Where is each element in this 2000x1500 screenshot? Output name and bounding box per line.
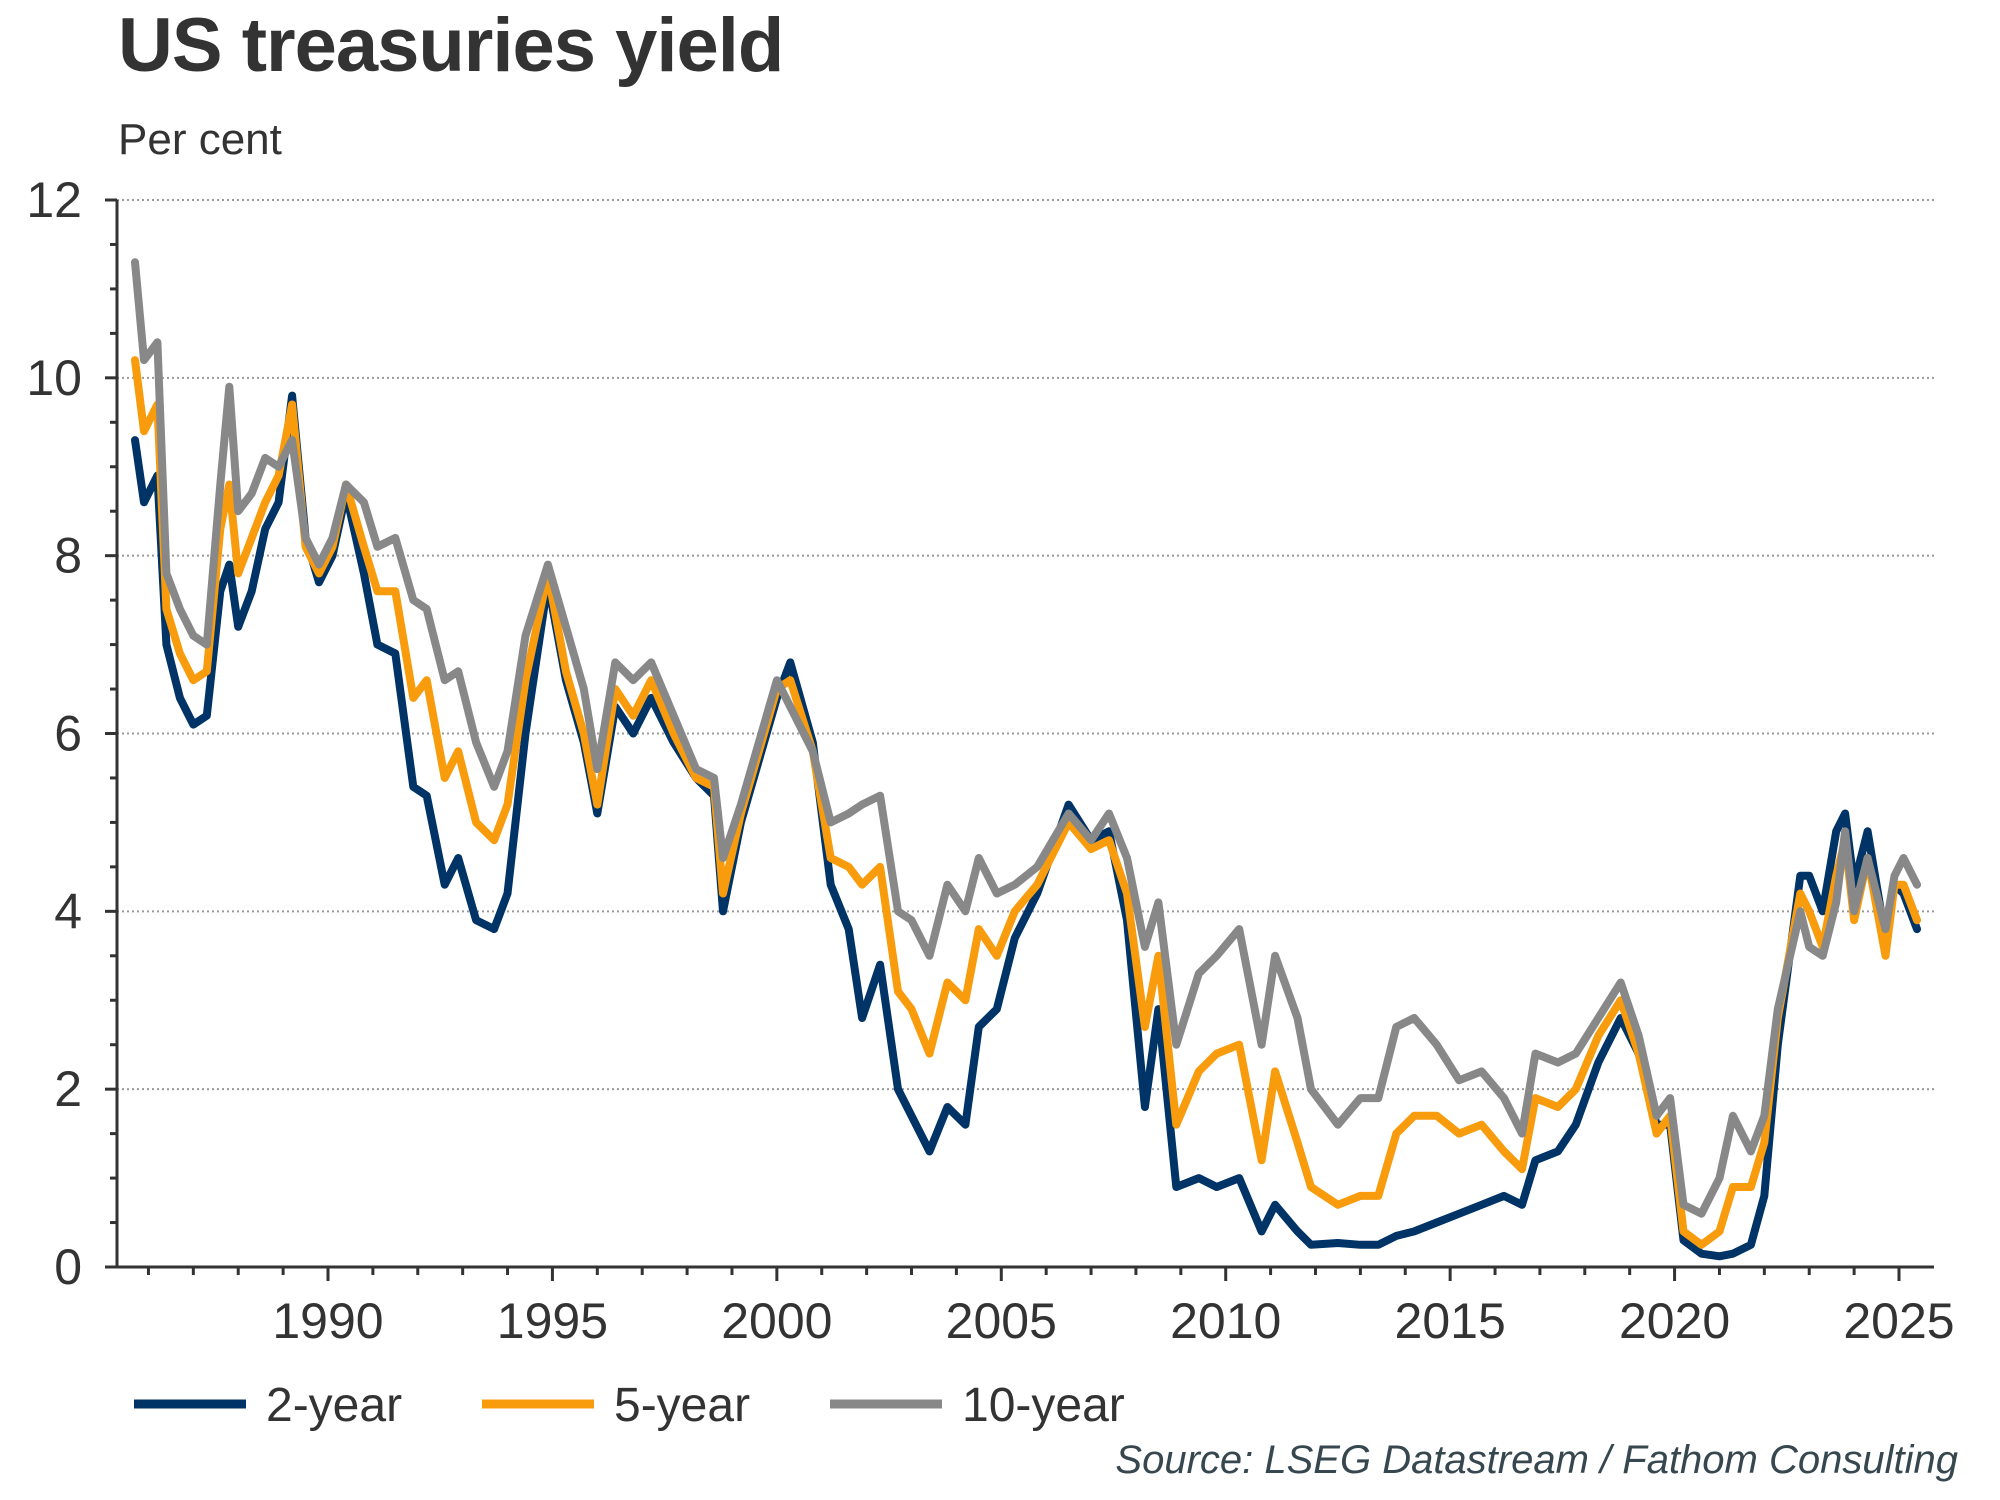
x-tick-label: 2015 <box>1395 1293 1506 1349</box>
series-line-5-year <box>131 356 1921 1249</box>
y-tick-label: 4 <box>54 883 82 939</box>
legend-item-10-year: 10-year <box>830 1379 1125 1432</box>
y-tick-label: 10 <box>26 350 82 406</box>
y-tick-label: 6 <box>54 706 82 762</box>
series-line-10-year <box>131 258 1921 1218</box>
legend-item-5-year: 5-year <box>482 1379 750 1432</box>
x-tick-label: 1990 <box>272 1293 383 1349</box>
legend-item-2-year: 2-year <box>134 1379 402 1432</box>
y-tick-label: 2 <box>54 1061 82 1117</box>
gridlines <box>117 199 1934 1091</box>
x-tick-label: 2025 <box>1843 1293 1954 1349</box>
x-tick-label: 2005 <box>946 1293 1057 1349</box>
x-tick-label: 2000 <box>721 1293 832 1349</box>
x-tick-label: 2020 <box>1619 1293 1730 1349</box>
x-tick-label: 2010 <box>1170 1293 1281 1349</box>
y-tick-label: 12 <box>26 172 82 228</box>
series-lines <box>131 258 1921 1261</box>
tick-labels: 0 2 4 6 8 10 12 1990 1995 2000 2005 2010 2015 2020 202… <box>26 172 1954 1349</box>
chart-title: US treasuries yield <box>118 3 784 88</box>
x-tick-label: 1995 <box>497 1293 608 1349</box>
legend: 2-year 5-year 10-year <box>134 1379 1125 1432</box>
source-note: Source: LSEG Datastream / Fathom Consult… <box>1115 1438 1958 1482</box>
legend-label: 5-year <box>614 1379 750 1432</box>
legend-label: 10-year <box>962 1379 1125 1432</box>
axes <box>105 198 1934 1281</box>
y-tick-label: 0 <box>54 1239 82 1295</box>
legend-label: 2-year <box>266 1379 402 1432</box>
y-tick-label: 8 <box>54 528 82 584</box>
chart-subtitle: Per cent <box>118 115 282 164</box>
series-line-2-year <box>131 391 1921 1261</box>
